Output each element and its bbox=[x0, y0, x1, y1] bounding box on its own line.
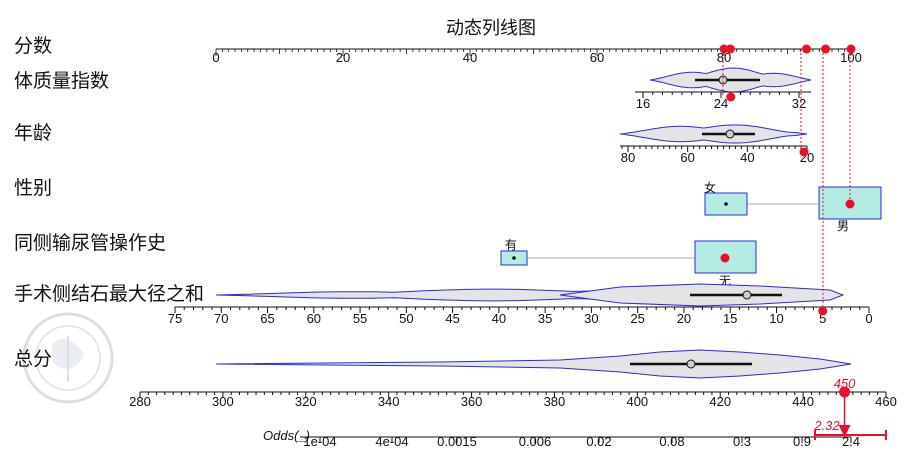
total-median-point bbox=[686, 359, 696, 369]
stone-tick-label: 40 bbox=[492, 311, 506, 326]
total-tick-label: 300 bbox=[212, 394, 234, 409]
odds-tick-label: 0.02 bbox=[586, 434, 611, 449]
ureter-yes-dot bbox=[512, 256, 516, 260]
stone-tick-label: 55 bbox=[353, 311, 367, 326]
row-label-ureter: 同侧输尿管操作史 bbox=[14, 232, 166, 254]
sex-label-female: 女 bbox=[704, 180, 716, 195]
odds-tick-label: 0.0015 bbox=[437, 434, 477, 449]
stone-tick-label: 65 bbox=[260, 311, 274, 326]
total-tick-label: 420 bbox=[709, 394, 731, 409]
bmi-tick-label: 32 bbox=[792, 96, 806, 111]
row-label-points: 分数 bbox=[14, 35, 52, 57]
total-tick-label: 340 bbox=[378, 394, 400, 409]
points-selected-dot bbox=[846, 44, 856, 54]
age-median-point bbox=[725, 129, 735, 139]
bmi-tick-label: 16 bbox=[636, 96, 650, 111]
age-tick-label: 40 bbox=[740, 150, 754, 165]
stone-tick-label: 50 bbox=[399, 311, 413, 326]
total-tick-label: 280 bbox=[129, 394, 151, 409]
association-seal-watermark bbox=[22, 312, 114, 404]
stone-median-point bbox=[742, 290, 752, 300]
odds-pointer-triangle bbox=[838, 425, 851, 437]
stone-tick-label: 30 bbox=[584, 311, 598, 326]
row-label-bmi: 体质量指数 bbox=[14, 70, 109, 92]
stone-tick-label: 75 bbox=[168, 311, 182, 326]
total-tick-label: 400 bbox=[626, 394, 648, 409]
ureter-selected-dot bbox=[720, 253, 730, 263]
stone-tick-label: 5 bbox=[819, 311, 826, 326]
points-selected-dot bbox=[821, 44, 831, 54]
bmi-tick-label: 24 bbox=[714, 96, 728, 111]
row-label-total: 总分 bbox=[14, 348, 52, 370]
row-label-stone: 手术侧结石最大径之和 bbox=[14, 283, 204, 305]
bmi-median-point bbox=[718, 75, 728, 85]
points-tick-label: 0 bbox=[212, 50, 219, 65]
stone-tick-label: 0 bbox=[865, 311, 872, 326]
points-tick-label: 40 bbox=[463, 50, 477, 65]
age-tick-label: 80 bbox=[621, 150, 635, 165]
points-tick-label: 100 bbox=[840, 50, 862, 65]
total-tick-label: 360 bbox=[461, 394, 483, 409]
total-tick-label: 320 bbox=[295, 394, 317, 409]
ureter-label-yes: 有 bbox=[505, 238, 517, 252]
points-selected-dot bbox=[725, 44, 735, 54]
stone-tick-label: 25 bbox=[630, 311, 644, 326]
points-tick-label: 20 bbox=[336, 50, 350, 65]
stone-tick-label: 20 bbox=[677, 311, 691, 326]
odds-tick-label: 0.006 bbox=[519, 434, 552, 449]
total-tick-label: 440 bbox=[792, 394, 814, 409]
bmi-selected-dot bbox=[726, 92, 736, 102]
stone-tick-label: 15 bbox=[723, 311, 737, 326]
odds-tick-label: 1e-04 bbox=[303, 434, 336, 449]
points-tick-label: 80 bbox=[717, 50, 731, 65]
stone-tick-label: 10 bbox=[769, 311, 783, 326]
row-label-sex: 性别 bbox=[14, 177, 52, 199]
total-selected-label: 450 bbox=[834, 376, 856, 391]
total-violin bbox=[215, 349, 852, 379]
stone-tick-label: 60 bbox=[307, 311, 321, 326]
points-tick-label: 60 bbox=[590, 50, 604, 65]
row-label-age: 年龄 bbox=[14, 122, 52, 144]
points-selected-dot bbox=[802, 44, 812, 54]
sex-selected-dot bbox=[845, 199, 855, 209]
age-tick-label: 60 bbox=[680, 150, 694, 165]
total-tick-label: 460 bbox=[875, 394, 897, 409]
stone-tick-label: 70 bbox=[214, 311, 228, 326]
stone-tick-label: 45 bbox=[445, 311, 459, 326]
stone-selected-dot bbox=[818, 306, 828, 316]
age-selected-dot bbox=[799, 147, 809, 157]
stone-tick-label: 35 bbox=[538, 311, 552, 326]
odds-tick-label: 0.3 bbox=[733, 434, 751, 449]
sex-label-male: 男 bbox=[837, 219, 849, 233]
chart-title: 动态列线图 bbox=[446, 18, 536, 39]
odds-tick-label: 0.9 bbox=[793, 434, 811, 449]
odds-tick-label: 4e-04 bbox=[375, 434, 408, 449]
odds-tick-label: 0.08 bbox=[659, 434, 684, 449]
odds-tick-label: 2.4 bbox=[842, 434, 860, 449]
odds-axis-label: Odds(_) bbox=[263, 428, 310, 443]
sex-female-dot bbox=[724, 202, 728, 206]
odds-selected-label: 2.32 bbox=[813, 418, 840, 433]
points-selected-dot bbox=[719, 44, 729, 54]
total-tick-label: 380 bbox=[544, 394, 566, 409]
